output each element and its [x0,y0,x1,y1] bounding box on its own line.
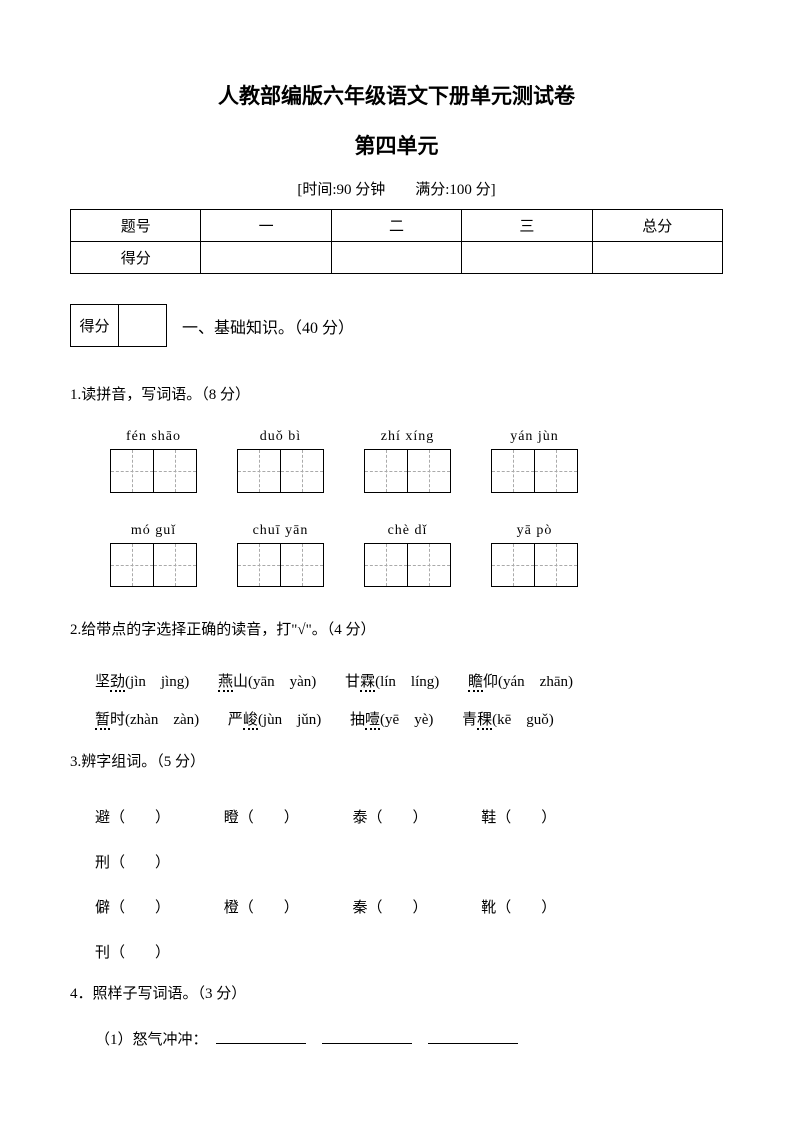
char-box[interactable] [491,543,535,587]
blank-input[interactable] [216,1043,306,1044]
subtitle: 第四单元 [70,130,723,160]
pinyin-item: chuī yān [237,523,324,587]
q2-item: 青稞(kē guǒ) [462,702,554,740]
char-box[interactable] [237,543,281,587]
q4-text: 4．照样子写词语。（3 分） [70,981,723,1008]
pinyin-label: mó guǐ [131,523,176,539]
q3-item: 靴（ ） [481,886,606,931]
blank-input[interactable] [428,1043,518,1044]
q3-item: 僻（ ） [95,886,220,931]
th-total: 总分 [592,210,722,242]
q3-item: 刑（ ） [95,841,220,886]
th-1: 一 [201,210,331,242]
score-cell-1[interactable] [201,242,331,274]
q3-item: 秦（ ） [353,886,478,931]
q1-row2: mó guǐ chuī yān chè dǐ yā pò [110,523,723,587]
pinyin-label: chè dǐ [388,523,428,539]
q2-text: 2.给带点的字选择正确的读音，打"√"。（4 分） [70,617,723,644]
char-box[interactable] [534,543,578,587]
char-box[interactable] [153,543,197,587]
q3-item: 泰（ ） [353,796,478,841]
char-box[interactable] [364,449,408,493]
q3-row2: 僻（ ） 橙（ ） 秦（ ） 靴（ ） 刊（ ） [95,886,723,976]
score-cell-2[interactable] [331,242,461,274]
pinyin-label: yā pò [517,523,553,539]
score-cell-total[interactable] [592,242,722,274]
q1-text: 1.读拼音，写词语。（8 分） [70,382,723,409]
blank-input[interactable] [322,1043,412,1044]
q2-item: 严峻(jùn jǔn) [228,702,321,740]
q3-item: 鞋（ ） [481,796,606,841]
pinyin-label: fén shāo [126,429,181,445]
th-num: 题号 [71,210,201,242]
q2-item: 燕山(yān yàn) [218,664,316,702]
pinyin-label: yán jùn [510,429,559,445]
mini-score-label: 得分 [71,305,119,347]
char-box[interactable] [280,449,324,493]
pinyin-item: mó guǐ [110,523,197,587]
score-table: 题号 一 二 三 总分 得分 [70,209,723,274]
q3-item: 瞪（ ） [224,796,349,841]
q4-line1: （1）怒气冲冲： [95,1028,723,1049]
score-cell-3[interactable] [462,242,592,274]
pinyin-item: duǒ bì [237,429,324,493]
pinyin-label: zhí xíng [381,429,435,445]
q2-item: 抽噎(yē yè) [350,702,433,740]
q1-row1: fén shāo duǒ bì zhí xíng yán jùn [110,429,723,493]
q2-item: 坚劲(jìn jìng) [95,664,189,702]
pinyin-item: yán jùn [491,429,578,493]
char-box[interactable] [110,449,154,493]
char-box[interactable] [280,543,324,587]
q2-row2: 暂时(zhàn zàn) 严峻(jùn jǔn) 抽噎(yē yè) 青稞(kē… [95,702,723,740]
exam-info: [时间:90 分钟 满分:100 分] [70,178,723,199]
q2-item: 甘霖(lín líng) [345,664,439,702]
char-box[interactable] [407,449,451,493]
section-title: 一、基础知识。（40 分） [182,314,354,338]
pinyin-item: zhí xíng [364,429,451,493]
char-box[interactable] [110,543,154,587]
char-box[interactable] [407,543,451,587]
q3-text: 3.辨字组词。（5 分） [70,749,723,776]
char-box[interactable] [237,449,281,493]
char-box[interactable] [153,449,197,493]
q3-item: 避（ ） [95,796,220,841]
char-box[interactable] [491,449,535,493]
section-header: 得分 一、基础知识。（40 分） [70,304,723,347]
pinyin-item: yā pò [491,523,578,587]
pinyin-label: duǒ bì [260,429,301,445]
pinyin-item: chè dǐ [364,523,451,587]
pinyin-item: fén shāo [110,429,197,493]
q2-item: 暂时(zhàn zàn) [95,702,199,740]
q3-item: 橙（ ） [224,886,349,931]
mini-score-cell[interactable] [119,305,167,347]
q3-row1: 避（ ） 瞪（ ） 泰（ ） 鞋（ ） 刑（ ） [95,796,723,886]
q2-row1: 坚劲(jìn jìng) 燕山(yān yàn) 甘霖(lín líng) 瞻仰… [95,664,723,702]
q3-item: 刊（ ） [95,931,220,976]
th-2: 二 [331,210,461,242]
char-box[interactable] [364,543,408,587]
mini-score-table: 得分 [70,304,167,347]
char-box[interactable] [534,449,578,493]
th-3: 三 [462,210,592,242]
pinyin-label: chuī yān [253,523,309,539]
q2-item: 瞻仰(yán zhān) [468,664,573,702]
main-title: 人教部编版六年级语文下册单元测试卷 [70,80,723,110]
row-score-label: 得分 [71,242,201,274]
